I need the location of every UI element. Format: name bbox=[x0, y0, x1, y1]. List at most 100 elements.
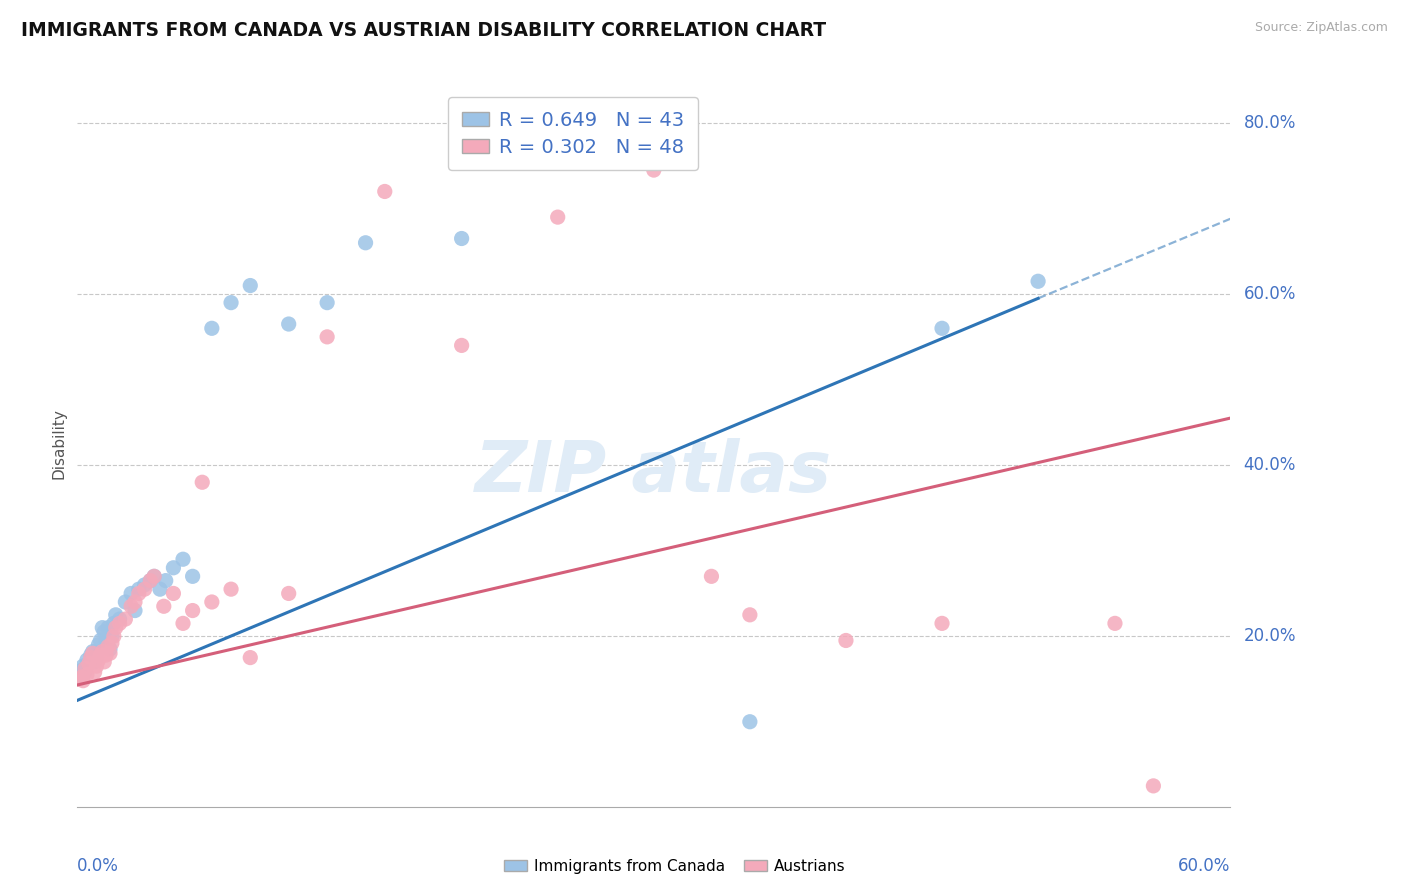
Point bbox=[277, 317, 299, 331]
Point bbox=[108, 616, 131, 631]
Point bbox=[139, 574, 162, 588]
Text: 80.0%: 80.0% bbox=[1244, 114, 1296, 132]
Point bbox=[149, 582, 172, 596]
Point bbox=[143, 569, 166, 583]
Point bbox=[104, 607, 127, 622]
Point bbox=[80, 650, 103, 665]
Point bbox=[134, 578, 156, 592]
Point bbox=[316, 330, 339, 344]
Point bbox=[162, 586, 184, 600]
Point bbox=[72, 659, 94, 673]
Point bbox=[80, 648, 103, 662]
Point bbox=[139, 574, 162, 588]
Point bbox=[103, 629, 125, 643]
Point bbox=[354, 235, 377, 250]
Point bbox=[70, 670, 93, 684]
Point bbox=[67, 672, 90, 686]
Point bbox=[120, 599, 142, 614]
Point bbox=[931, 616, 953, 631]
Point bbox=[82, 646, 104, 660]
Point bbox=[83, 655, 105, 669]
Point bbox=[124, 603, 146, 617]
Point bbox=[201, 321, 224, 335]
Point bbox=[191, 475, 214, 490]
Point bbox=[128, 582, 150, 596]
Text: 60.0%: 60.0% bbox=[1178, 857, 1230, 875]
Point bbox=[83, 665, 105, 680]
Point bbox=[128, 586, 150, 600]
Point bbox=[91, 621, 114, 635]
Point bbox=[219, 295, 242, 310]
Point bbox=[82, 644, 104, 658]
Point bbox=[97, 640, 120, 654]
Point bbox=[201, 595, 224, 609]
Point bbox=[87, 638, 110, 652]
Point bbox=[86, 650, 108, 665]
Point bbox=[450, 338, 472, 352]
Point bbox=[77, 657, 100, 671]
Point bbox=[124, 595, 146, 609]
Point bbox=[77, 657, 100, 671]
Point bbox=[153, 599, 174, 614]
Text: ZIP atlas: ZIP atlas bbox=[475, 438, 832, 508]
Point bbox=[70, 664, 93, 678]
Point bbox=[219, 582, 242, 596]
Point bbox=[239, 650, 262, 665]
Point bbox=[738, 607, 761, 622]
Point bbox=[87, 653, 110, 667]
Point bbox=[155, 574, 177, 588]
Point bbox=[101, 636, 124, 650]
Point bbox=[103, 616, 125, 631]
Point bbox=[120, 586, 142, 600]
Point bbox=[73, 665, 96, 680]
Point bbox=[86, 659, 108, 673]
Point bbox=[143, 569, 166, 583]
Text: 60.0%: 60.0% bbox=[1244, 285, 1296, 303]
Point bbox=[72, 673, 94, 688]
Point bbox=[931, 321, 953, 335]
Point bbox=[97, 621, 120, 635]
Point bbox=[277, 586, 299, 600]
Point bbox=[316, 295, 339, 310]
Point bbox=[1026, 274, 1049, 288]
Point bbox=[547, 210, 569, 224]
Point bbox=[96, 633, 117, 648]
Point bbox=[1104, 616, 1126, 631]
Point bbox=[738, 714, 761, 729]
Point bbox=[91, 644, 114, 658]
Text: Source: ZipAtlas.com: Source: ZipAtlas.com bbox=[1254, 21, 1388, 34]
Point bbox=[835, 633, 858, 648]
Point bbox=[172, 616, 194, 631]
Point bbox=[1142, 779, 1164, 793]
Point bbox=[181, 569, 204, 583]
Point bbox=[181, 603, 204, 617]
Point bbox=[93, 655, 115, 669]
Point bbox=[101, 629, 124, 643]
Point bbox=[67, 667, 90, 681]
Point bbox=[172, 552, 194, 566]
Point bbox=[93, 624, 115, 639]
Point bbox=[643, 163, 665, 178]
Point bbox=[76, 667, 98, 681]
Point bbox=[96, 648, 117, 662]
Point bbox=[104, 621, 127, 635]
Point bbox=[700, 569, 723, 583]
Legend: R = 0.649   N = 43, R = 0.302   N = 48: R = 0.649 N = 43, R = 0.302 N = 48 bbox=[449, 97, 697, 170]
Point bbox=[108, 612, 131, 626]
Point bbox=[89, 648, 111, 662]
Point bbox=[239, 278, 262, 293]
Text: 0.0%: 0.0% bbox=[77, 857, 120, 875]
Y-axis label: Disability: Disability bbox=[51, 409, 66, 479]
Point bbox=[450, 231, 472, 245]
Legend: Immigrants from Canada, Austrians: Immigrants from Canada, Austrians bbox=[498, 853, 852, 880]
Point bbox=[162, 561, 184, 575]
Point bbox=[374, 185, 396, 199]
Point bbox=[76, 653, 98, 667]
Text: 20.0%: 20.0% bbox=[1244, 627, 1296, 645]
Text: IMMIGRANTS FROM CANADA VS AUSTRIAN DISABILITY CORRELATION CHART: IMMIGRANTS FROM CANADA VS AUSTRIAN DISAB… bbox=[21, 21, 827, 39]
Point bbox=[89, 633, 111, 648]
Point bbox=[134, 582, 156, 596]
Point bbox=[114, 595, 136, 609]
Point bbox=[98, 646, 121, 660]
Point bbox=[98, 642, 121, 657]
